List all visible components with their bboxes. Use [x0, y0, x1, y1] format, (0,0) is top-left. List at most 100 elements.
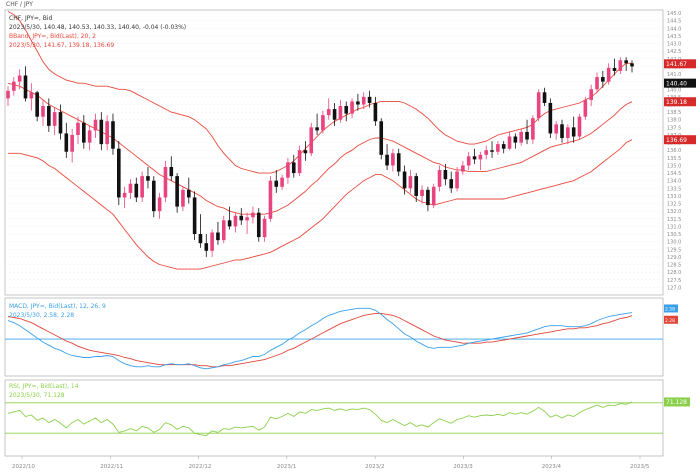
candle-body [420, 189, 424, 196]
price-tick-label: 137.5 [667, 125, 681, 131]
candle-body [315, 127, 319, 131]
candle-body [268, 180, 273, 219]
candle [251, 206, 255, 224]
candle [163, 160, 168, 203]
candle-body [6, 90, 10, 99]
price-tick-label: 144.5 [667, 19, 681, 25]
candle [216, 221, 220, 245]
candle [554, 121, 558, 140]
candle-body [583, 99, 588, 117]
rsi-axis: 71.128 [664, 397, 690, 407]
candle-body [291, 162, 296, 174]
candle-body [630, 63, 634, 67]
candle-body [99, 119, 104, 145]
candle-body [531, 118, 535, 140]
candle [303, 141, 308, 161]
candle [420, 185, 424, 204]
rsi-grid [5, 402, 663, 434]
price-tick-label: 131.5 [667, 217, 681, 223]
candle [385, 144, 389, 171]
candle [431, 183, 436, 209]
price-tick-label: 132.0 [667, 209, 681, 215]
candle [513, 133, 518, 149]
candle-body [227, 220, 232, 227]
price-tick-label: 133.0 [667, 194, 681, 200]
candle [531, 115, 535, 145]
candle-body [262, 218, 267, 238]
rsi-values: 2023/5/30, 71.128 [9, 392, 65, 399]
candle-body [82, 122, 86, 143]
candle [99, 112, 104, 151]
price-panel[interactable]: CHF, JPY=, Bid 2023/5/30, 140.48, 140.53… [4, 9, 664, 296]
candle-body [175, 176, 179, 207]
candle-body [29, 92, 34, 99]
price-tick-label: 130.0 [667, 240, 681, 246]
candle-body [466, 156, 471, 166]
macd-panel[interactable]: MACD, JPY=, Bid(Last), 12, 26, 9 2023/5/… [4, 297, 664, 377]
candle-body [391, 153, 395, 166]
candle-body [490, 150, 494, 152]
candle-body [385, 154, 389, 166]
candle-body [496, 144, 500, 152]
candle-body [64, 133, 69, 152]
candle [478, 151, 483, 171]
candle [93, 113, 98, 139]
price-tick-label: 127.0 [667, 285, 681, 291]
price-tick-label: 145.0 [667, 11, 681, 17]
macd-values: 2023/5/30, 2.58, 2.28 [9, 312, 74, 319]
candle-body [356, 101, 360, 105]
candle [350, 98, 354, 119]
candle [175, 173, 179, 213]
candle [239, 208, 244, 225]
time-tick-label: 2023/2 [365, 464, 384, 470]
candle [496, 141, 500, 155]
price-tick-label: 143.0 [667, 42, 681, 48]
rsi-panel[interactable]: RSI, JPY=, Bid(Last), 14 2023/5/30, 71.1… [4, 379, 664, 457]
candle-body [163, 166, 168, 198]
candle-body [221, 220, 226, 241]
last-price-tag: 140.40 [664, 78, 696, 88]
candle [618, 57, 623, 75]
candlestick-series [6, 57, 634, 257]
candle-body [58, 112, 63, 134]
candle-body [146, 176, 150, 181]
candle-body [338, 106, 343, 120]
candle-body [566, 127, 570, 139]
candle-body [455, 171, 459, 189]
candle [41, 99, 45, 126]
candle-body [157, 197, 162, 212]
candle-body [501, 144, 506, 149]
candle-body [122, 192, 127, 198]
symbol-line: CHF, JPY=, Bid [9, 15, 53, 22]
price-tick-label: 130.5 [667, 232, 681, 238]
rsi-title: RSI, JPY=, Bid(Last), 14 [9, 383, 79, 390]
candle-body [437, 170, 442, 187]
price-tick-label: 136.0 [667, 148, 681, 154]
candle-body [93, 119, 98, 131]
candle [408, 170, 413, 193]
bband-line: BBand, JPY=, Bid(Last), 20, 2 [9, 33, 96, 40]
candle [373, 96, 378, 126]
price-tick-label: 127.5 [667, 278, 681, 284]
candle-body [595, 77, 599, 90]
bband-upper-line [7, 11, 632, 174]
candle [344, 101, 349, 122]
candle-body [186, 189, 191, 198]
candle-body [472, 156, 477, 160]
bband-values: 2023/5/30, 141.67, 139.18, 136.69 [9, 42, 114, 49]
price-axis: 145.0144.5144.0143.5143.0142.5142.0141.5… [664, 11, 696, 291]
candle-body [12, 81, 16, 91]
candle [449, 171, 454, 193]
time-tick-label: 2022/12 [189, 464, 212, 470]
candle-body [151, 180, 156, 212]
candle-body [577, 116, 582, 137]
candle [262, 215, 267, 242]
candle-body [443, 170, 448, 180]
signal-tag-text: 2.28 [665, 318, 675, 324]
candle-body [525, 131, 529, 140]
price-tick-label: 134.5 [667, 171, 681, 177]
candle [6, 86, 10, 107]
candle [595, 72, 599, 93]
candle-body [286, 162, 290, 178]
candle-body [606, 67, 611, 82]
